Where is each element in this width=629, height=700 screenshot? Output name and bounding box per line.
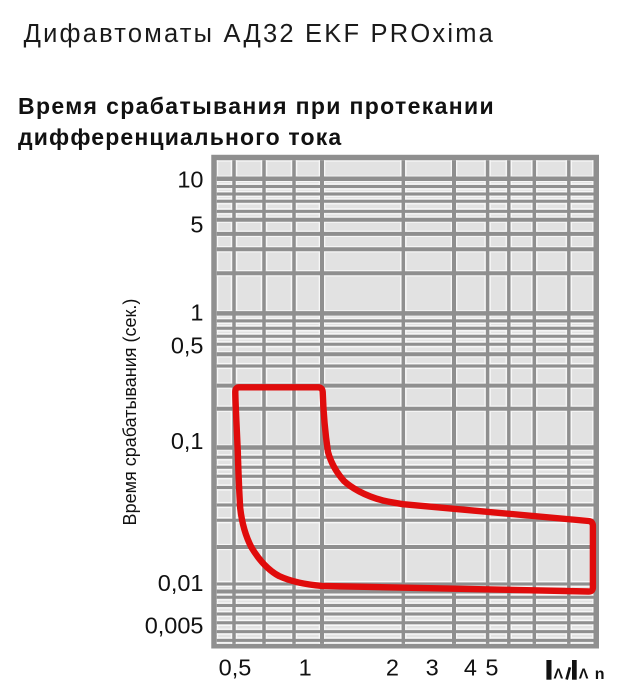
- svg-text:1: 1: [190, 299, 203, 325]
- svg-text:Время срабатывания (сек.): Время срабатывания (сек.): [120, 299, 140, 526]
- svg-text:Время срабатывания при протека: Время срабатывания при протекании: [18, 93, 495, 119]
- svg-text:Λ: Λ: [579, 667, 589, 683]
- svg-text:3: 3: [426, 655, 439, 681]
- svg-text:Λ: Λ: [554, 667, 564, 683]
- svg-text:1: 1: [299, 655, 312, 681]
- svg-text:Дифавтоматы АД32 EKF PROxima: Дифавтоматы АД32 EKF PROxima: [24, 20, 495, 48]
- svg-text:n: n: [595, 666, 605, 683]
- svg-text:5: 5: [485, 655, 498, 681]
- svg-text:дифференциального тока: дифференциального тока: [18, 124, 342, 150]
- svg-text:2: 2: [386, 655, 399, 681]
- svg-text:0,5: 0,5: [171, 332, 204, 358]
- svg-text:4: 4: [464, 655, 477, 681]
- svg-text:0,5: 0,5: [219, 655, 252, 681]
- svg-text:5: 5: [190, 211, 203, 237]
- svg-text:0,01: 0,01: [158, 570, 204, 596]
- svg-text:10: 10: [177, 166, 203, 192]
- svg-text:0,1: 0,1: [171, 428, 204, 454]
- svg-text:0,005: 0,005: [145, 612, 204, 638]
